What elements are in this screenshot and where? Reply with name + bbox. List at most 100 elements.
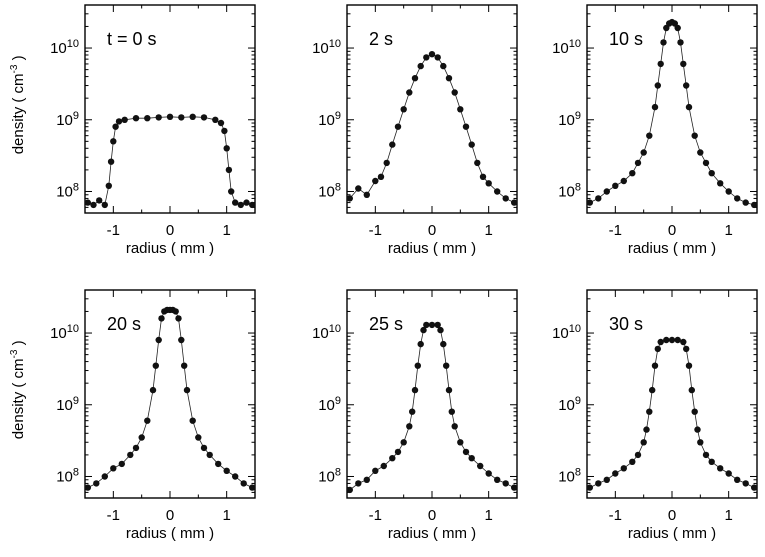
data-point <box>494 476 501 483</box>
data-point <box>411 386 419 394</box>
y-tick-label: 109 <box>318 110 341 129</box>
data-point <box>183 386 191 394</box>
data-point <box>595 480 602 487</box>
data-point <box>702 159 710 167</box>
data-point <box>640 439 647 446</box>
panel-3: 108 109 1010 -1 0 1 radius ( mm ) 10 s <box>552 4 758 257</box>
data-point <box>629 170 636 177</box>
x-tick-label: 0 <box>428 507 436 524</box>
data-point <box>437 326 444 334</box>
x-axis-title: radius ( mm ) <box>126 240 214 257</box>
y-tick-label: 108 <box>56 466 79 485</box>
data-point <box>691 408 698 415</box>
data-point <box>400 106 407 113</box>
data-point <box>417 340 424 348</box>
data-point <box>485 180 492 187</box>
data-point <box>138 434 145 441</box>
data-point <box>394 448 402 456</box>
data-point <box>221 127 228 135</box>
x-axis-title: radius ( mm ) <box>388 525 476 542</box>
data-point <box>240 480 247 487</box>
data-point <box>742 199 749 206</box>
data-point <box>243 199 250 206</box>
data-point <box>694 426 701 433</box>
x-tick-label: 0 <box>166 222 174 239</box>
data-point <box>217 119 225 127</box>
data-point <box>751 201 757 209</box>
data-point <box>132 444 140 452</box>
x-axis-title: radius ( mm ) <box>628 240 716 257</box>
data-point <box>144 115 151 122</box>
data-point <box>660 39 667 46</box>
data-point <box>742 480 749 487</box>
data-point <box>189 113 196 121</box>
series-line <box>589 21 755 206</box>
data-point <box>683 82 690 89</box>
panel-time-label: t = 0 s <box>107 29 157 49</box>
data-point <box>107 158 115 165</box>
data-point <box>237 201 244 209</box>
data-point <box>468 455 475 462</box>
data-point <box>417 62 424 70</box>
data-point <box>372 467 379 474</box>
data-point <box>697 439 704 446</box>
data-point <box>158 315 165 322</box>
data-point <box>115 118 123 125</box>
data-point <box>440 62 447 70</box>
y-tick-label: 109 <box>558 110 581 129</box>
x-tick-label: -1 <box>369 507 382 524</box>
data-point <box>502 195 509 202</box>
panel-5: 108 109 1010 -1 0 1 radius ( mm ) 25 s <box>312 289 518 542</box>
data-point <box>680 60 687 68</box>
data-point <box>85 484 91 491</box>
data-point <box>634 451 642 459</box>
y-tick-label: 109 <box>56 395 79 414</box>
panel-time-label: 10 s <box>609 29 643 49</box>
data-point <box>494 188 501 195</box>
data-series <box>347 321 517 494</box>
data-point <box>612 182 619 189</box>
data-point <box>668 336 676 344</box>
panel-6: 108 109 1010 -1 0 1 radius ( mm ) 30 s <box>552 289 758 542</box>
data-point <box>423 54 430 61</box>
data-series <box>85 306 255 491</box>
data-point <box>477 462 484 470</box>
data-point <box>400 439 407 446</box>
x-tick-label: 0 <box>668 222 676 239</box>
y-axis-title: density ( cm-3 ) <box>9 55 27 154</box>
data-point <box>127 451 134 459</box>
data-point <box>751 484 757 491</box>
y-tick-label: 109 <box>56 110 79 129</box>
y-tick-label: 1010 <box>552 38 581 57</box>
x-tick-label: -1 <box>609 222 622 239</box>
data-point <box>206 451 213 459</box>
data-point <box>225 166 233 174</box>
data-series <box>587 18 757 209</box>
y-tick-label: 108 <box>318 181 341 200</box>
data-point <box>457 439 464 446</box>
data-point <box>372 177 379 185</box>
data-point <box>105 182 113 189</box>
data-point <box>725 188 732 195</box>
data-point <box>90 201 97 209</box>
data-point <box>389 141 396 148</box>
data-point <box>223 145 230 152</box>
x-tick-label: -1 <box>107 222 120 239</box>
data-point <box>511 484 517 491</box>
data-point <box>121 116 128 124</box>
data-point <box>708 458 715 465</box>
y-axis-title: density ( cm-3 ) <box>9 340 27 439</box>
data-point <box>232 473 239 480</box>
data-point <box>657 60 664 68</box>
data-point <box>663 336 670 344</box>
panel-time-label: 30 s <box>609 314 643 334</box>
y-tick-label: 109 <box>318 395 341 414</box>
x-tick-label: 1 <box>724 507 732 524</box>
data-point <box>409 408 416 415</box>
data-point <box>178 336 185 344</box>
data-point <box>445 75 453 82</box>
panel-1: 108 109 1010 -1 0 1 radius ( mm ) density ( cm-… <box>9 4 256 257</box>
data-point <box>212 116 219 124</box>
data-point <box>462 448 470 456</box>
data-point <box>603 476 610 483</box>
